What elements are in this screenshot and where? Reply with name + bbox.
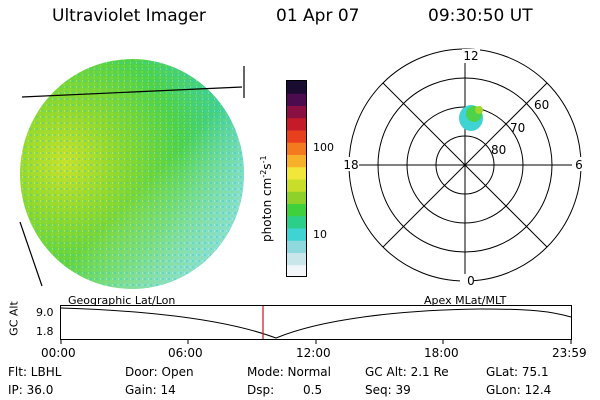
status-dsp-label: Dsp:	[247, 383, 275, 397]
timeline-tick-1800: 18:00	[424, 346, 459, 360]
status-filter: Flt: LBHL	[8, 365, 62, 379]
status-gc-alt: GC Alt: 2.1 Re	[365, 365, 449, 379]
colorbar-segment	[287, 240, 306, 253]
colorbar-segment	[287, 191, 306, 204]
colorbar-segment	[287, 81, 306, 94]
polar-plot: 12 0 18 6 60 70 80	[343, 48, 584, 288]
earth-disk-image	[19, 59, 245, 289]
status-gain: Gain: 14	[125, 383, 176, 397]
timeline-y-axis-label: GC Alt	[7, 301, 21, 336]
altitude-curve	[60, 307, 572, 339]
timeline-tick-0000: 00:00	[41, 346, 76, 360]
colorbar-unit-label: photon cm-2s-1	[259, 155, 274, 242]
status-mode: Mode: Normal	[247, 365, 331, 379]
horizon-line-left	[19, 221, 43, 287]
timeline-tick-0600: 06:00	[168, 346, 203, 360]
timeline-right-label: Apex MLat/MLT	[424, 294, 507, 307]
colorbar-segment	[287, 166, 306, 180]
ring-label-70: 70	[510, 121, 525, 135]
colorbar-segment	[287, 252, 306, 266]
ring-label-60: 60	[534, 98, 549, 112]
colorbar-tick-10: 10	[313, 228, 327, 241]
horizon-line-top	[21, 86, 243, 98]
colorbar-segment	[287, 117, 306, 131]
ring-label-80: 80	[491, 143, 506, 157]
colorbar-segment	[287, 154, 306, 168]
timeline-left-label: Geographic Lat/Lon	[68, 294, 176, 307]
window-title: Ultraviolet Imager	[52, 6, 206, 26]
polar-label-0: 0	[467, 274, 475, 288]
timeline-plot	[60, 305, 572, 344]
polar-label-12: 12	[463, 49, 478, 63]
timeline-y-max: 9.0	[36, 306, 54, 319]
colorbar-segment	[287, 179, 306, 192]
polar-label-18: 18	[343, 158, 358, 172]
status-seq: Seq: 39	[365, 383, 411, 397]
polar-label-6: 6	[575, 158, 583, 172]
status-door: Door: Open	[125, 365, 194, 379]
timeline-tick-1200: 12:00	[296, 346, 331, 360]
status-ip: IP: 36.0	[8, 383, 54, 397]
auroral-blob	[459, 105, 483, 131]
status-glon: GLon: 12.4	[486, 383, 552, 397]
colorbar-segment	[287, 215, 306, 229]
status-dsp-value: 0.5	[303, 383, 323, 397]
timeline-y-min: 1.8	[36, 325, 54, 338]
colorbar-segment	[287, 264, 306, 278]
colorbar	[286, 80, 307, 278]
colorbar-segment	[287, 228, 306, 241]
colorbar-tick-100: 100	[313, 141, 334, 154]
timeline-tick-2359: 23:59	[552, 346, 587, 360]
colorbar-segment	[287, 93, 306, 106]
header-time: 09:30:50 UT	[428, 6, 533, 26]
colorbar-segment	[287, 203, 306, 217]
colorbar-segment	[287, 105, 306, 119]
colorbar-segment	[287, 130, 306, 143]
status-glat: GLat: 75.1	[486, 365, 549, 379]
header-date: 01 Apr 07	[276, 6, 360, 26]
colorbar-segment	[287, 142, 306, 155]
